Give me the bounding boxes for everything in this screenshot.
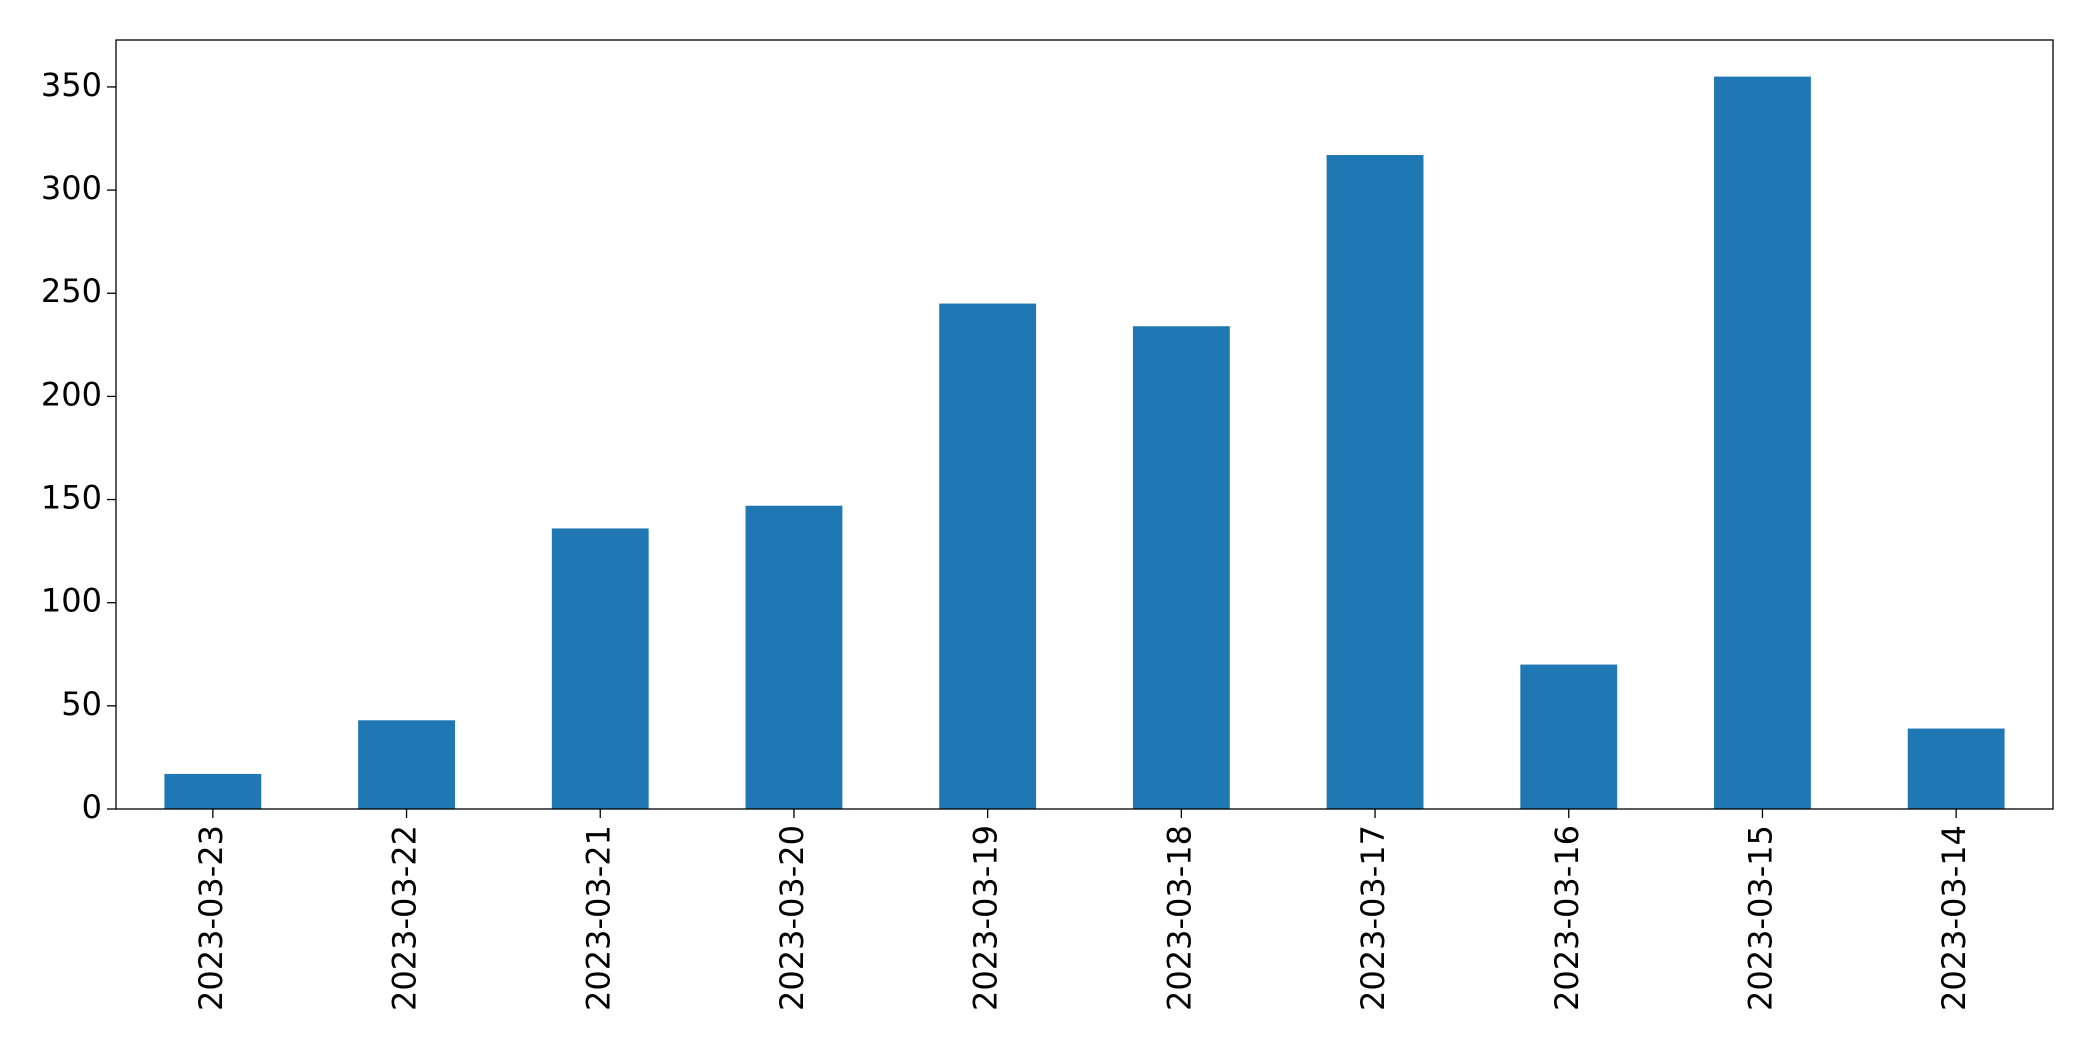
x-tick-label: 2023-03-20	[773, 825, 811, 1011]
x-tick-label: 2023-03-14	[1935, 825, 1973, 1011]
y-tick-label: 0	[82, 788, 102, 826]
y-tick-label: 350	[41, 66, 102, 104]
x-tick-label: 2023-03-15	[1741, 825, 1779, 1011]
y-tick-label: 300	[41, 169, 102, 207]
y-tick-label: 100	[41, 582, 102, 620]
y-tick-label: 150	[41, 479, 102, 517]
y-tick-label: 200	[41, 375, 102, 413]
y-tick-label: 250	[41, 272, 102, 310]
bar	[1907, 728, 2005, 809]
x-tick-label: 2023-03-17	[1354, 825, 1392, 1011]
x-tick-label: 2023-03-19	[967, 825, 1005, 1011]
bar	[358, 720, 455, 809]
x-tick-label: 2023-03-22	[386, 825, 424, 1011]
y-tick-label: 50	[61, 685, 102, 723]
bar	[1714, 76, 1811, 810]
bar	[939, 303, 1037, 809]
bar	[1326, 155, 1424, 809]
x-tick-label: 2023-03-21	[579, 825, 617, 1011]
bar	[1132, 326, 1230, 809]
bar	[745, 505, 843, 809]
bar	[1520, 664, 1618, 809]
bar	[164, 773, 262, 809]
bar	[551, 528, 649, 809]
x-tick-label: 2023-03-23	[192, 825, 230, 1011]
x-tick-label: 2023-03-16	[1548, 825, 1586, 1011]
plot-frame	[115, 39, 2054, 810]
x-tick-label: 2023-03-18	[1160, 825, 1198, 1011]
